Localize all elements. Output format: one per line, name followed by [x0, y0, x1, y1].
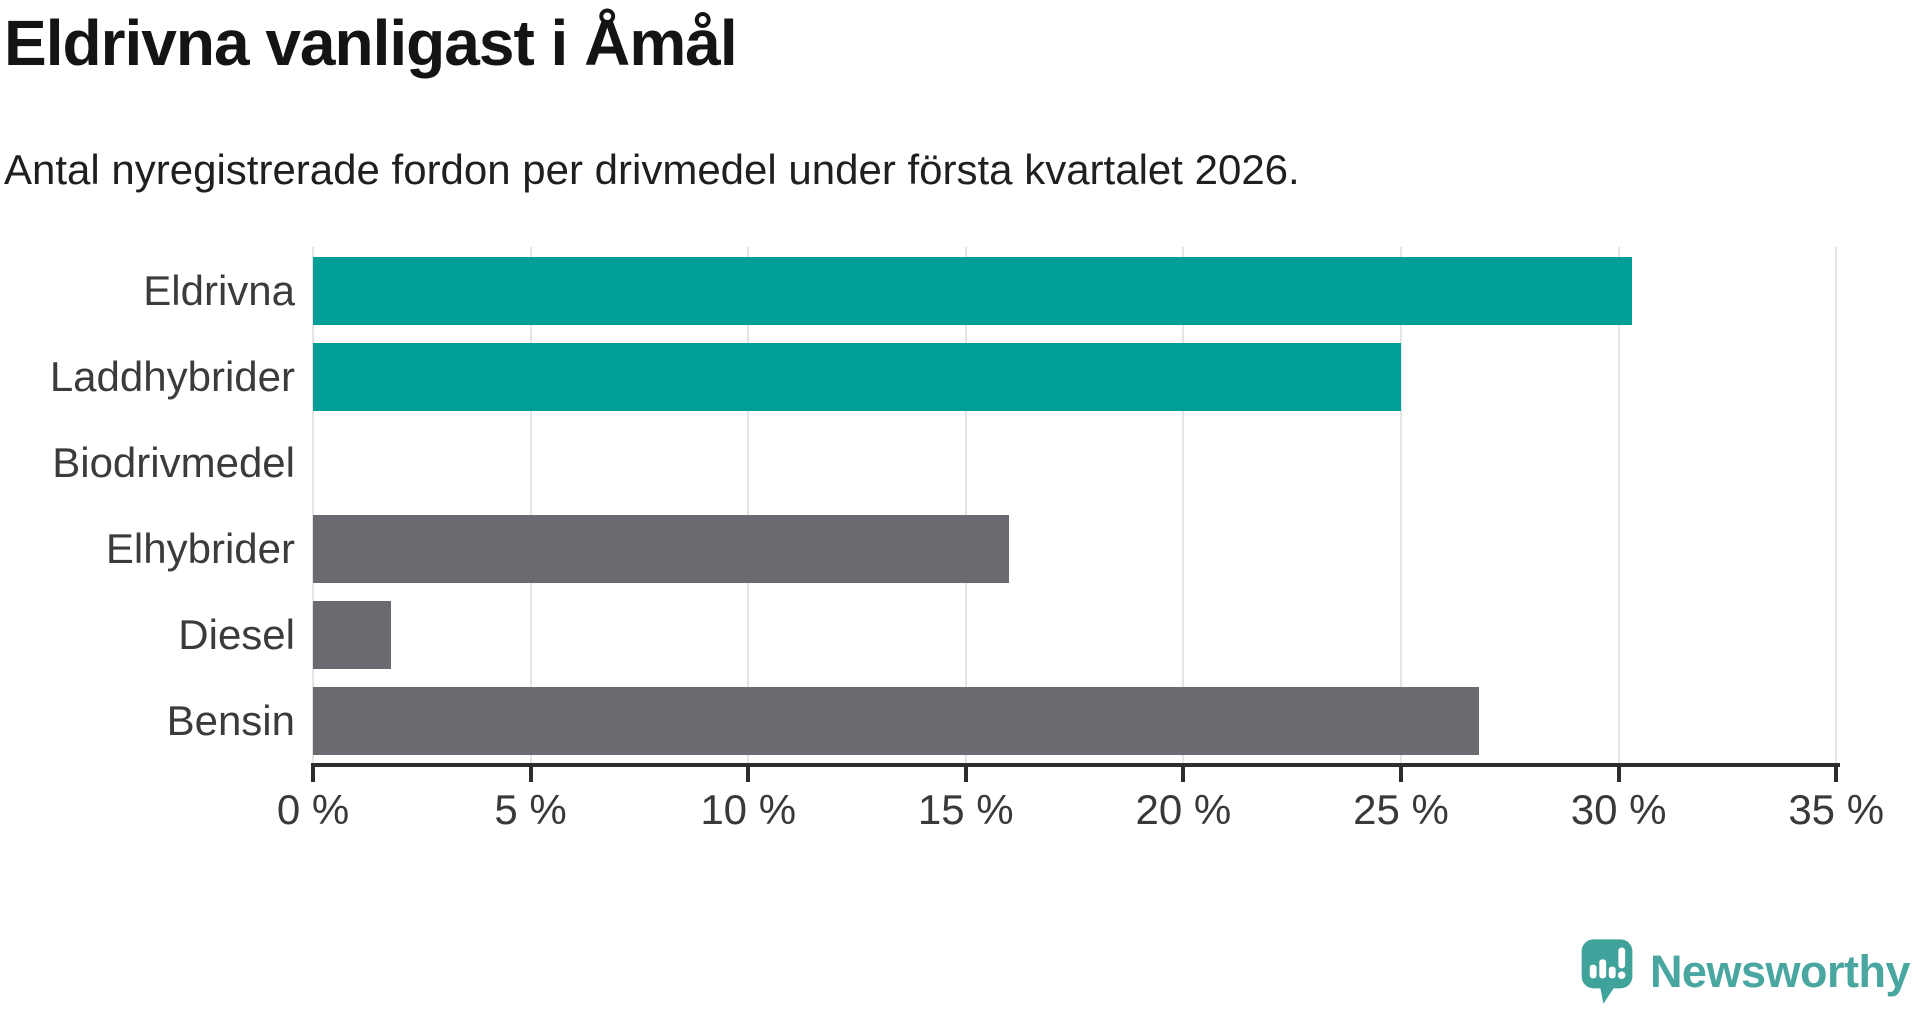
axis-tick: [528, 767, 533, 782]
x-axis-line: [311, 763, 1841, 767]
bar: [313, 515, 1010, 583]
newsworthy-logo-text: Newsworthy: [1649, 946, 1911, 997]
category-label: Laddhybrider: [49, 353, 295, 400]
axis-tick: [1399, 767, 1403, 782]
axis-tick: [1834, 767, 1839, 782]
gridline: [1400, 247, 1402, 763]
axis-tick-label: 0 %: [276, 786, 350, 833]
newsworthy-logo-icon: [1581, 939, 1633, 1004]
axis-tick-label: 20 %: [1135, 786, 1232, 833]
category-label: Bensin: [166, 697, 295, 744]
axis-tick: [311, 767, 315, 782]
category-label: Biodrivmedel: [52, 439, 295, 486]
chart-subtitle: Antal nyregistrerade fordon per drivmede…: [4, 146, 1300, 193]
chart-title: Eldrivna vanligast i Åmål: [4, 7, 738, 79]
axis-tick: [963, 767, 968, 782]
axis-tick: [1616, 767, 1621, 782]
bar: [313, 257, 1632, 325]
bar: [313, 601, 392, 669]
gridline: [529, 247, 532, 763]
bar: [313, 687, 1480, 755]
axis-tick-label: 30 %: [1570, 786, 1667, 833]
gridline: [747, 247, 750, 763]
bar: [313, 343, 1401, 411]
axis-tick-label: 25 %: [1353, 786, 1449, 833]
gridline: [964, 247, 967, 763]
gridline: [1617, 247, 1620, 763]
category-label: Eldrivna: [143, 267, 295, 314]
axis-tick: [746, 767, 751, 782]
category-label: Diesel: [178, 611, 295, 658]
category-label: Elhybrider: [105, 525, 295, 572]
axis-tick: [1181, 767, 1186, 782]
axis-tick-label: 15 %: [917, 786, 1014, 833]
gridline: [1835, 247, 1838, 763]
axis-tick-label: 10 %: [700, 786, 797, 833]
newsworthy-logo: Newsworthy: [1578, 936, 1911, 1008]
axis-tick-label: 5 %: [494, 786, 567, 833]
gridline: [1182, 247, 1185, 763]
axis-tick-label: 35 %: [1788, 786, 1885, 833]
gridline: [312, 247, 314, 763]
